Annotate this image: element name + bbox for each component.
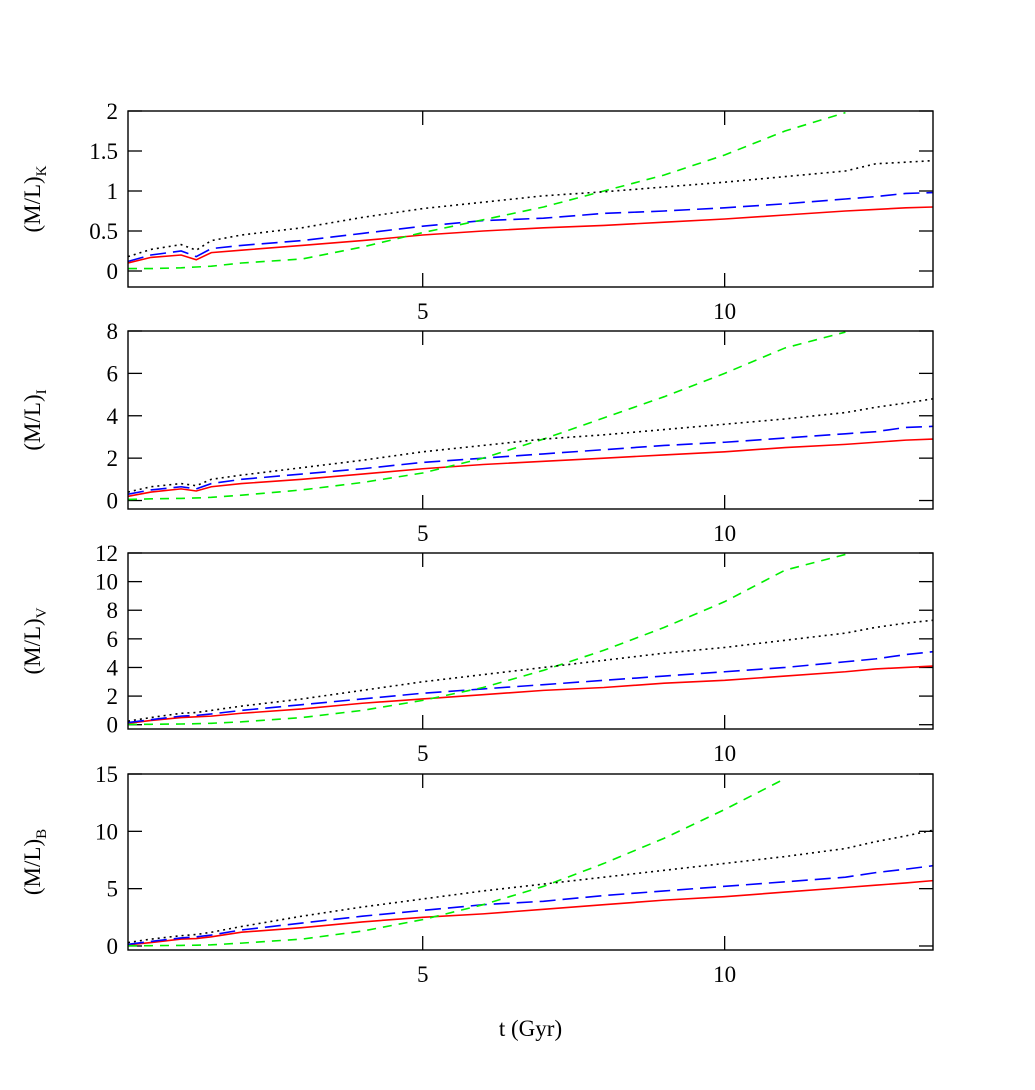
y-axis-label: (M/L)K	[20, 165, 50, 232]
y-tick-label: 0	[107, 713, 119, 738]
y-tick-label: 8	[107, 598, 119, 623]
series-line	[128, 191, 933, 263]
series-line	[128, 829, 933, 944]
y-tick-label: 0.5	[89, 219, 118, 244]
y-axis-label-main: (M/L)	[20, 176, 45, 232]
panel: 0 0.5 1 1.5 2 5 10 (M/L)K	[20, 99, 934, 324]
y-tick-label: 12	[95, 541, 118, 566]
y-tick-label: 0	[107, 934, 119, 959]
y-tick-label: 2	[107, 684, 119, 709]
series-line	[128, 619, 933, 722]
y-axis-label-main: (M/L)	[20, 839, 45, 895]
panel: 0 2 4 6 8 5 10 (M/L)I	[20, 319, 934, 546]
y-tick-label: 10	[95, 819, 118, 844]
series-line	[128, 331, 846, 501]
y-tick-label: 4	[107, 404, 119, 429]
frame	[127, 110, 934, 288]
y-tick-label: 8	[107, 319, 119, 344]
x-tick-label: 5	[417, 741, 429, 766]
y-axis-label: (M/L)B	[20, 829, 50, 895]
y-tick-label: 4	[107, 655, 119, 680]
y-axis-label-sub: B	[34, 829, 50, 839]
y-axis-label-sub: K	[34, 165, 50, 176]
series-line	[128, 553, 846, 726]
y-axis-label: (M/L)I	[20, 389, 50, 450]
y-tick-label: 5	[107, 877, 119, 902]
x-axis-label: t (Gyr)	[499, 1016, 562, 1041]
y-tick-label: 1.5	[89, 139, 118, 164]
y-tick-label: 2	[107, 446, 119, 471]
y-tick-label: 15	[95, 762, 118, 787]
series-line	[128, 425, 933, 495]
y-tick-label: 6	[107, 361, 119, 386]
frame	[127, 330, 934, 510]
y-tick-label: 0	[107, 259, 119, 284]
y-tick-label: 6	[107, 627, 119, 652]
y-tick-label: 2	[107, 99, 119, 124]
frame	[127, 773, 934, 951]
x-tick-label: 5	[417, 299, 429, 324]
y-axis-label: (M/L)V	[20, 607, 50, 674]
series-line	[128, 206, 933, 264]
series-line	[128, 159, 933, 258]
series-line	[128, 665, 933, 725]
lines	[128, 331, 933, 501]
x-tick-label: 10	[713, 521, 736, 546]
series-line	[128, 879, 933, 946]
series-line	[128, 650, 933, 724]
x-tick-label: 5	[417, 962, 429, 987]
y-tick-label: 0	[107, 489, 119, 514]
frame	[127, 552, 934, 730]
series-line	[128, 438, 933, 498]
y-axis-label-main: (M/L)	[20, 618, 45, 674]
y-axis-label-main: (M/L)	[20, 394, 45, 450]
y-tick-label: 1	[107, 179, 119, 204]
lines	[128, 777, 933, 947]
lines	[128, 553, 933, 726]
y-tick-label: 10	[95, 570, 118, 595]
y-axis-label-sub: V	[34, 607, 50, 618]
series-line	[128, 111, 846, 270]
x-tick-label: 10	[713, 299, 736, 324]
series-line	[128, 777, 786, 947]
y-axis-label-sub: I	[34, 389, 50, 394]
x-tick-label: 10	[713, 741, 736, 766]
series-line	[128, 864, 933, 946]
panel: 0 2 4 6 8 10 12 5 10 (M/L)V	[20, 541, 934, 766]
x-tick-label: 10	[713, 962, 736, 987]
x-tick-label: 5	[417, 521, 429, 546]
lines	[128, 111, 933, 270]
